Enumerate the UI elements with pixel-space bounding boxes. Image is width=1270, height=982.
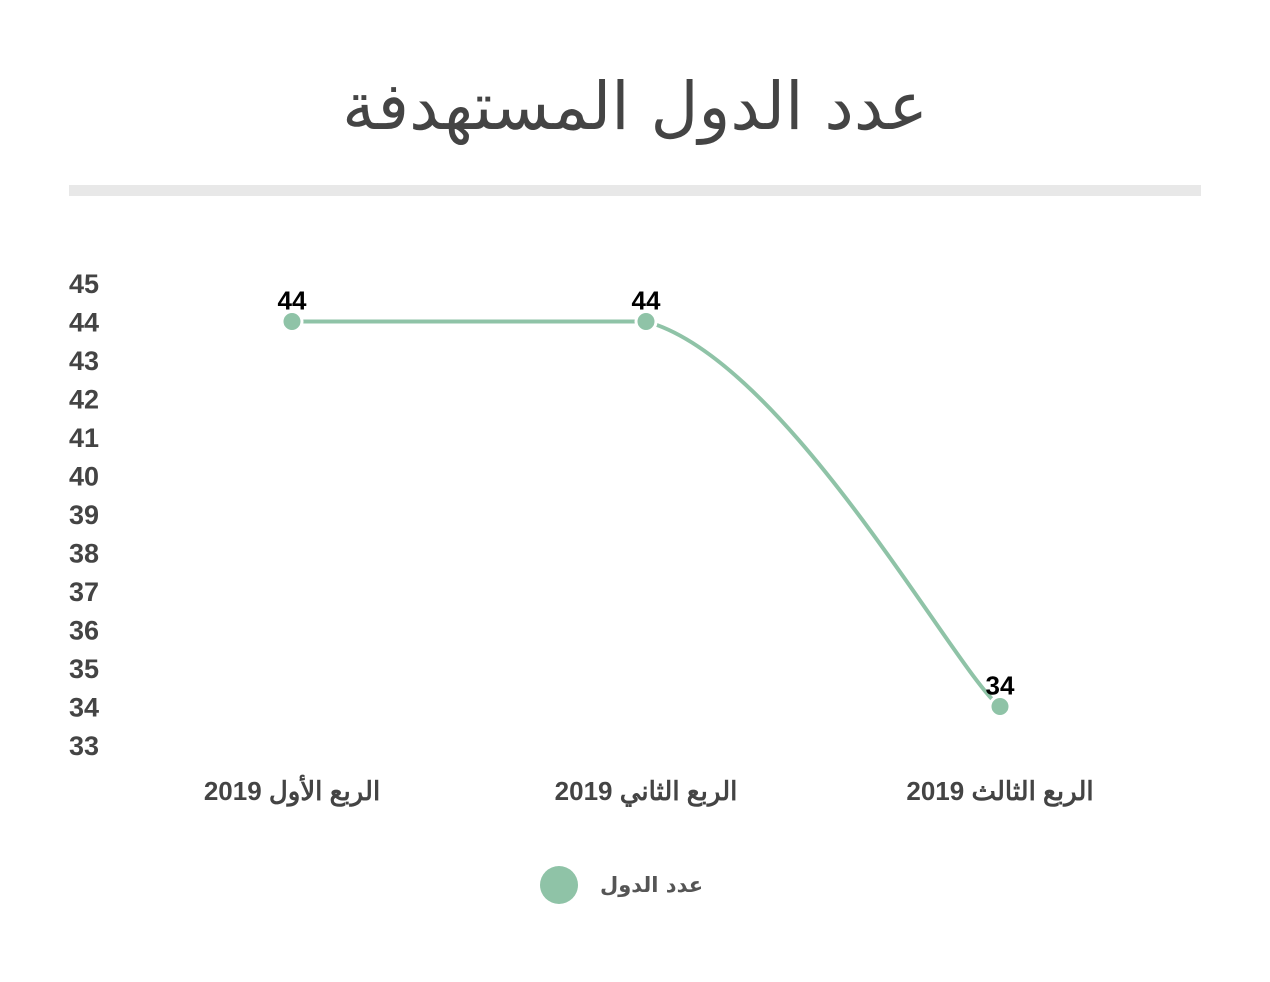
legend-marker bbox=[540, 866, 578, 904]
y-tick-label: 35 bbox=[69, 654, 99, 684]
data-point bbox=[634, 310, 658, 333]
x-tick-label: الربع الثالث 2019 bbox=[906, 776, 1093, 807]
y-axis: 45 44 43 42 41 40 39 38 37 36 35 34 33 bbox=[69, 269, 99, 761]
legend: عدد الدول bbox=[540, 862, 703, 908]
y-tick-label: 37 bbox=[69, 577, 99, 607]
y-tick-label: 36 bbox=[69, 616, 99, 646]
data-labels: 44 44 34 bbox=[278, 286, 1015, 701]
y-tick-label: 39 bbox=[69, 500, 99, 530]
title-divider bbox=[69, 185, 1201, 196]
y-tick-label: 38 bbox=[69, 539, 99, 569]
x-tick-label: الربع الثاني 2019 bbox=[555, 776, 738, 807]
data-label: 44 bbox=[632, 286, 661, 316]
data-point bbox=[988, 695, 1012, 718]
legend-label: عدد الدول bbox=[600, 873, 704, 897]
y-tick-label: 40 bbox=[69, 462, 99, 492]
y-tick-label: 41 bbox=[69, 423, 99, 453]
x-tick-label: الربع الأول 2019 bbox=[204, 774, 380, 807]
series-line bbox=[292, 319, 1002, 709]
y-tick-label: 42 bbox=[69, 385, 99, 415]
data-points bbox=[280, 310, 1012, 718]
x-axis: الربع الأول 2019 الربع الثاني 2019 الربع ا… bbox=[204, 774, 1094, 807]
data-label: 44 bbox=[278, 286, 307, 316]
data-point bbox=[280, 310, 304, 333]
chart-title: عدد الدول المستهدفة bbox=[342, 68, 928, 145]
data-label: 34 bbox=[986, 671, 1015, 701]
y-tick-label: 33 bbox=[69, 731, 99, 761]
y-tick-label: 34 bbox=[69, 693, 99, 723]
y-tick-label: 43 bbox=[69, 346, 99, 376]
y-tick-label: 44 bbox=[69, 308, 99, 338]
y-tick-label: 45 bbox=[69, 269, 99, 299]
series-lines bbox=[292, 319, 1002, 709]
